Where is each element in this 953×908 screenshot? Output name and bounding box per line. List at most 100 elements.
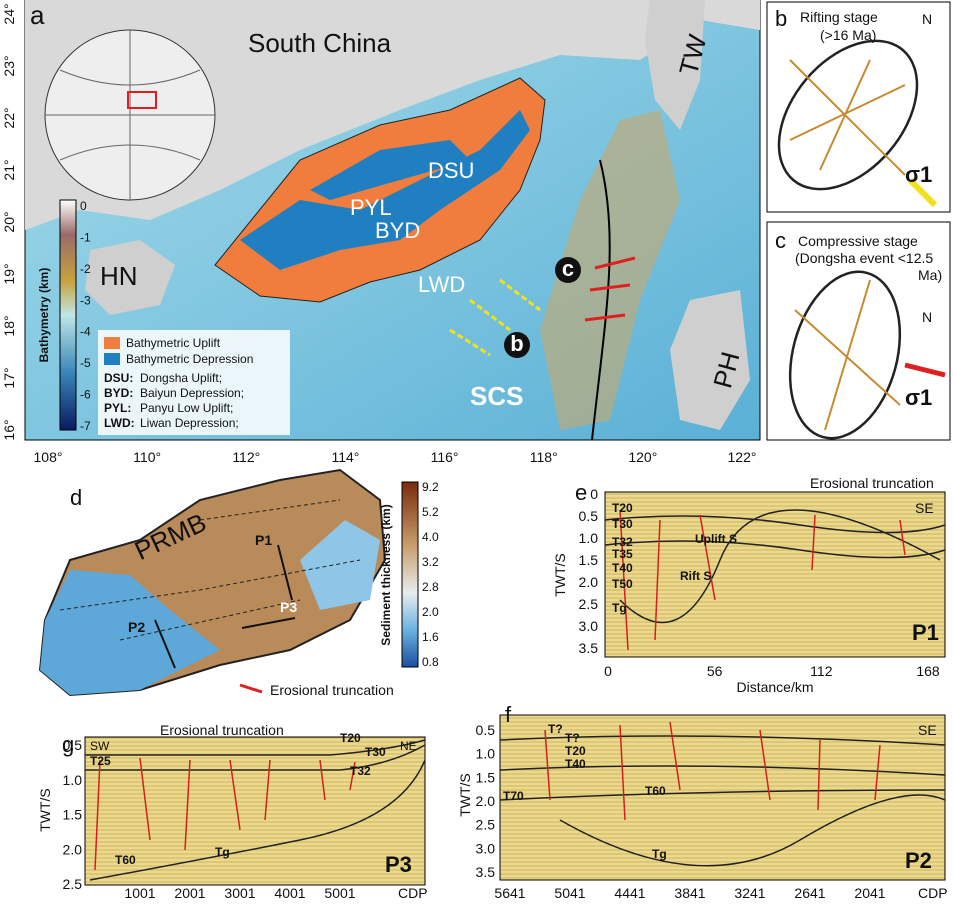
x-tick-label: 5041 bbox=[554, 885, 585, 901]
study-area bbox=[127, 91, 157, 109]
y-tick-label: 0.5 bbox=[63, 737, 83, 753]
strain-ellipse bbox=[777, 39, 919, 191]
horizon bbox=[85, 739, 426, 881]
profile-label: P3 bbox=[280, 599, 297, 615]
colorbar-tick: 2.8 bbox=[422, 580, 439, 594]
profile-label: P1 bbox=[912, 620, 939, 645]
x-tick-label: 2041 bbox=[854, 885, 885, 901]
stage-subtitle: (>16 Ma) bbox=[820, 27, 876, 43]
lon-tick: 112° bbox=[232, 449, 260, 465]
x-tick-label: 2001 bbox=[174, 885, 205, 901]
lat-tick: 19° bbox=[1, 263, 17, 284]
y-tick-label: 2.0 bbox=[476, 793, 496, 809]
abbrev-text: Baiyun Depression; bbox=[140, 386, 244, 400]
y-axis-label: TWT/S bbox=[552, 553, 568, 597]
panel-label: a bbox=[30, 0, 45, 30]
colorbar-tick: 0.8 bbox=[422, 655, 439, 669]
x-tick-label: 4001 bbox=[274, 885, 305, 901]
x-tick-label: 5641 bbox=[494, 885, 525, 901]
direction: SE bbox=[918, 722, 937, 738]
strain-arrow bbox=[449, 278, 541, 357]
stage-title: Compressive stage bbox=[798, 233, 918, 249]
marker bbox=[504, 332, 530, 358]
y-axis-label: TWT/S bbox=[37, 788, 53, 832]
colorbar-tick: -4 bbox=[80, 325, 91, 339]
y-tick-label: 3.0 bbox=[476, 840, 496, 856]
fault bbox=[544, 721, 881, 821]
colorbar-tick: 9.2 bbox=[422, 480, 439, 494]
colorbar-tick: 1.6 bbox=[422, 630, 439, 644]
x-axis-label: CDP bbox=[918, 885, 948, 901]
colorbar-title: Bathymetry (km) bbox=[37, 268, 51, 363]
direction: SE bbox=[915, 500, 934, 516]
stress-arrow bbox=[584, 256, 636, 322]
unit-label: LWD bbox=[418, 272, 465, 297]
panel-d: Sediment thickness (km) Erosional trunca… bbox=[38, 468, 419, 698]
trench bbox=[591, 159, 611, 441]
sequence-label: Uplift S bbox=[695, 532, 737, 546]
place-label: SCS bbox=[470, 381, 523, 411]
horizon-label: T30 bbox=[365, 745, 386, 759]
y-tick-label: 1.5 bbox=[476, 769, 496, 785]
colorbar-tick: -3 bbox=[80, 293, 91, 307]
fault bbox=[619, 509, 906, 651]
abbrev-text: Panyu Low Uplift; bbox=[140, 401, 233, 415]
annotation: Erosional truncation bbox=[810, 475, 934, 491]
panel-b: b Rifting stage (>16 Ma) N σ1 bbox=[766, 1, 951, 213]
y-tick-label: 2.5 bbox=[63, 876, 83, 892]
lat-tick: 20° bbox=[1, 211, 17, 232]
y-tick-label: 2.5 bbox=[476, 817, 496, 833]
panel-a: Bathymetry (km) Bathymetric Uplift Bathy… bbox=[24, 0, 761, 441]
x-tick-label: 112 bbox=[810, 663, 833, 679]
colorbar-tick: -2 bbox=[80, 262, 91, 276]
lat-tick: 22° bbox=[1, 107, 17, 128]
colorbar-tick: 4.0 bbox=[422, 530, 439, 544]
horizon-label: T32 bbox=[350, 764, 371, 778]
y-tick-label: 0.5 bbox=[476, 722, 496, 738]
y-tick-label: 2.0 bbox=[63, 841, 83, 857]
abbrev-text: Dongsha Uplift; bbox=[140, 371, 222, 385]
x-tick-label: 56 bbox=[707, 663, 723, 679]
land bbox=[25, 0, 760, 230]
horizon-label: Tg bbox=[652, 847, 667, 861]
lat-tick: 16° bbox=[1, 419, 17, 440]
horizon-label: T25 bbox=[90, 754, 111, 768]
marker-label: b bbox=[510, 331, 523, 356]
profile-label: P2 bbox=[905, 848, 932, 873]
y-tick-label: 0.5 bbox=[579, 508, 599, 524]
land bbox=[85, 240, 175, 315]
seismic-section bbox=[604, 491, 946, 658]
lat-tick: 24° bbox=[1, 3, 17, 24]
colorbar-tick: -7 bbox=[80, 419, 91, 433]
colorbar-tick: 5.2 bbox=[422, 505, 439, 519]
unit-label: BYD bbox=[375, 218, 420, 243]
x-tick-label: 2641 bbox=[794, 885, 825, 901]
horizon-label: T20 bbox=[612, 501, 633, 515]
horizon-label: T? bbox=[565, 731, 580, 745]
legend-swatch bbox=[104, 353, 120, 365]
x-tick-label: 3001 bbox=[224, 885, 255, 901]
horizon-label: T40 bbox=[612, 561, 633, 575]
abbrev-key: PYL: bbox=[104, 401, 131, 415]
y-tick-label: 1.0 bbox=[63, 772, 83, 788]
x-tick-label: 3841 bbox=[674, 885, 705, 901]
panel-label: c bbox=[775, 228, 786, 253]
north-label: N bbox=[922, 11, 932, 27]
annotation: Erosional truncation bbox=[160, 722, 284, 738]
sediment-colorbar bbox=[401, 481, 419, 668]
y-tick-label: 0 bbox=[590, 486, 598, 502]
lat-tick: 18° bbox=[1, 315, 17, 336]
panel-f: f SE P2 TWT/S CDP bbox=[457, 702, 948, 901]
y-tick-label: 1.0 bbox=[579, 530, 599, 546]
y-tick-label: 1.5 bbox=[63, 807, 83, 823]
x-tick-label: 1001 bbox=[124, 885, 155, 901]
panel-g: g SW NE Erosional truncation P3 TWT/S CD… bbox=[37, 722, 428, 901]
x-tick-label: 168 bbox=[916, 663, 940, 679]
horizon-label: T70 bbox=[503, 789, 524, 803]
unit-label: DSU bbox=[428, 158, 474, 183]
lon-tick: 116° bbox=[431, 449, 459, 465]
colorbar-tick: -6 bbox=[80, 388, 91, 402]
horizon-label: T20 bbox=[565, 744, 586, 758]
bathymetry-colorbar bbox=[59, 199, 77, 431]
